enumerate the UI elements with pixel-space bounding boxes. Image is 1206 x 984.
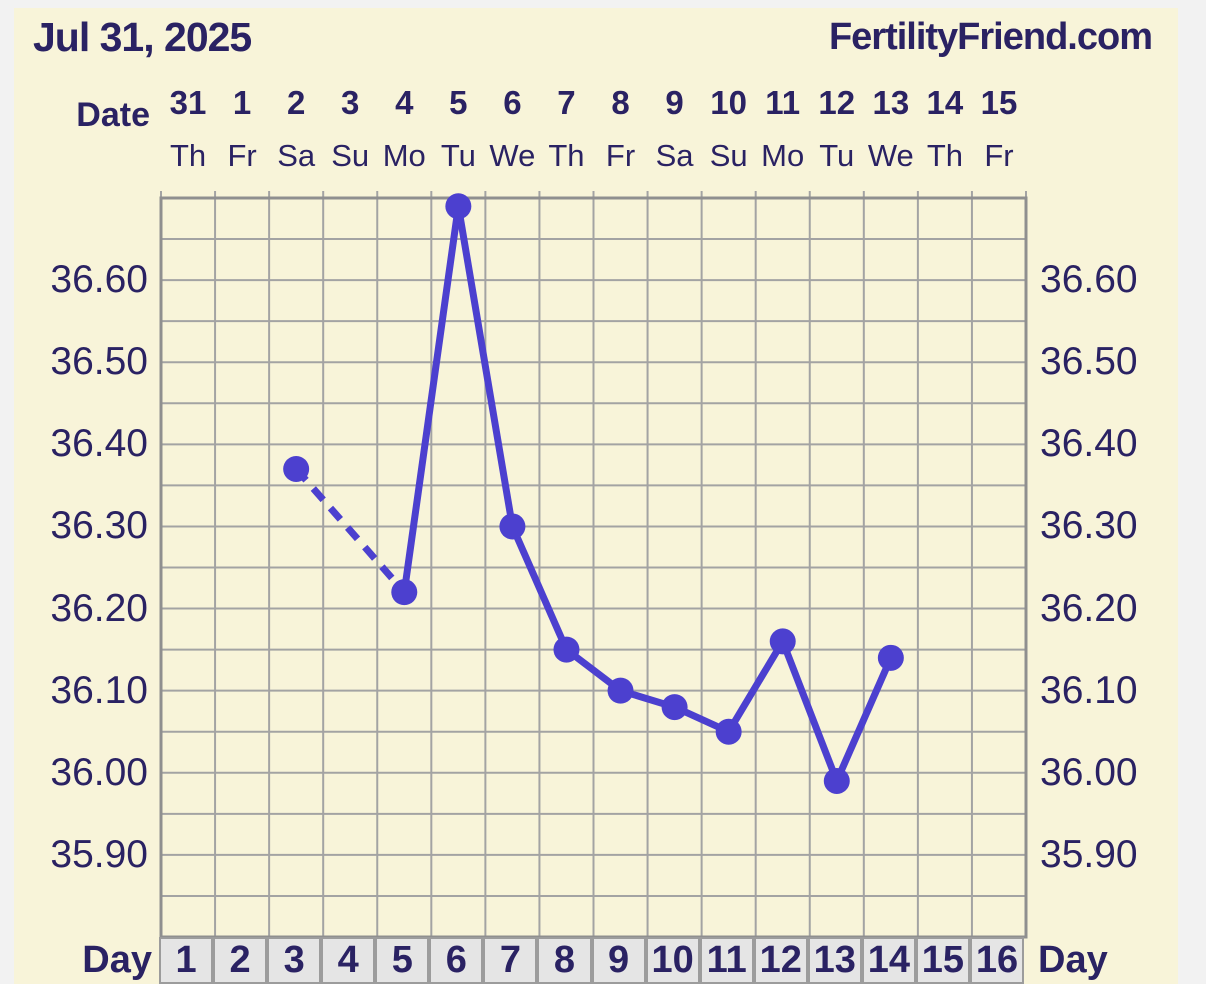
day-number-cell: 1 — [159, 937, 214, 984]
day-number-cell: 3 — [267, 937, 322, 984]
weekday-label: Mo — [382, 138, 426, 173]
y-axis-tick-label: 36.20 — [1040, 586, 1138, 630]
y-axis-tick-label: 36.30 — [50, 504, 148, 548]
y-axis-tick-label: 36.40 — [1040, 422, 1138, 466]
weekday-label: Su — [331, 138, 370, 173]
date-label: 3 — [341, 84, 360, 121]
y-axis-tick-label: 36.50 — [1040, 340, 1138, 384]
weekday-label: Tu — [819, 138, 855, 173]
y-axis-tick-label: 36.10 — [50, 668, 148, 712]
y-axis-tick-label: 35.90 — [50, 832, 148, 876]
y-axis-tick-label: 36.60 — [1040, 258, 1138, 302]
date-label: 5 — [449, 84, 468, 121]
y-axis-tick-label: 36.40 — [50, 422, 148, 466]
weekday-label: We — [867, 138, 914, 173]
chart-date-title: Jul 31, 2025 — [33, 14, 252, 60]
y-axis-tick-label: 36.00 — [1040, 750, 1138, 794]
day-number-cell: 16 — [969, 937, 1024, 984]
date-label: 14 — [926, 84, 964, 121]
day-number-cell: 13 — [807, 937, 862, 984]
date-label: 9 — [665, 84, 684, 121]
date-label: 10 — [710, 84, 748, 121]
date-label: 6 — [503, 84, 522, 121]
day-number-cell: 9 — [591, 937, 646, 984]
date-label: 12 — [818, 84, 856, 121]
y-axis-tick-label: 35.90 — [1040, 832, 1138, 876]
day-number-cell: 8 — [537, 937, 592, 984]
y-axis-tick-label: 36.00 — [50, 750, 148, 794]
day-number-cell: 15 — [915, 937, 970, 984]
weekday-label: Fr — [605, 138, 636, 173]
day-number-cell: 6 — [429, 937, 484, 984]
date-axis-label: Date — [76, 96, 150, 134]
weekday-label: Fr — [984, 138, 1014, 173]
day-number-cell: 4 — [321, 937, 376, 984]
weekday-label: Sa — [655, 138, 694, 173]
date-label: 8 — [611, 84, 630, 121]
weekday-label: Su — [709, 138, 748, 173]
day-number-cell: 11 — [699, 937, 754, 984]
day-number-cell: 12 — [753, 937, 808, 984]
weekday-label: Mo — [761, 138, 805, 173]
weekday-label: Th — [548, 138, 585, 173]
site-name: FertilityFriend.com — [828, 16, 1153, 58]
weekday-label: Tu — [440, 138, 476, 173]
weekday-label: Th — [169, 138, 207, 173]
date-label: 11 — [765, 84, 801, 121]
y-axis-tick-label: 36.30 — [1040, 504, 1138, 548]
y-axis-tick-label: 36.60 — [50, 258, 148, 302]
date-label: 2 — [286, 84, 306, 121]
date-label: 15 — [980, 84, 1018, 121]
day-axis-label-right: Day — [1038, 939, 1108, 981]
day-number-cell: 5 — [375, 937, 430, 984]
weekday-label: Th — [926, 138, 963, 173]
y-axis-tick-label: 36.20 — [50, 586, 148, 630]
day-axis-label-left: Day — [82, 939, 152, 981]
weekday-label: We — [489, 138, 536, 173]
y-axis-tick-label: 36.10 — [1040, 668, 1138, 712]
weekday-label: Fr — [227, 138, 257, 173]
date-label: 31 — [169, 84, 207, 121]
day-number-cell: 10 — [645, 937, 700, 984]
date-label: 1 — [232, 84, 252, 121]
date-label: 4 — [395, 84, 414, 121]
day-number-cell: 14 — [861, 937, 916, 984]
day-number-cell: 2 — [213, 937, 268, 984]
y-axis-tick-label: 36.50 — [50, 340, 148, 384]
date-label: 13 — [872, 84, 910, 121]
day-number-cell: 7 — [483, 937, 538, 984]
date-label: 7 — [557, 84, 576, 121]
weekday-label: Sa — [277, 138, 316, 173]
